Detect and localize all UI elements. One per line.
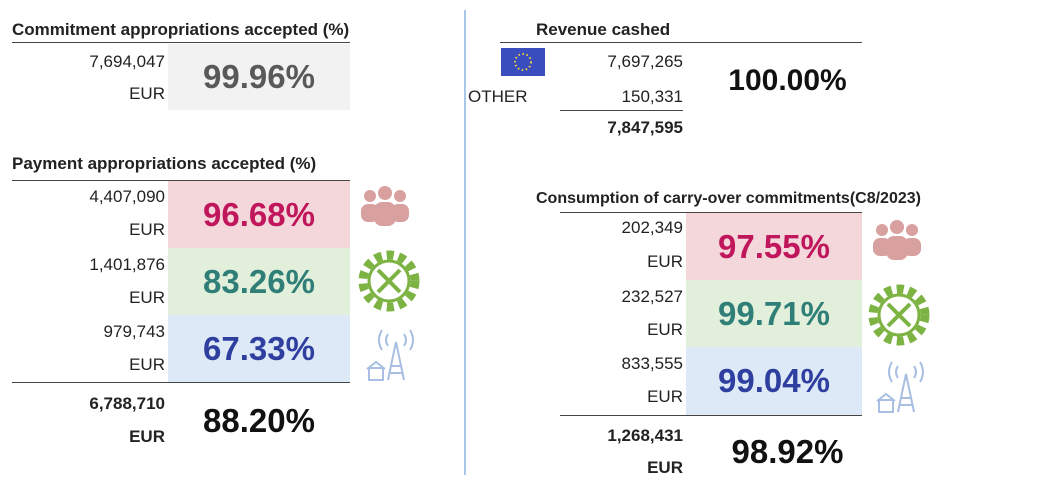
rule [500,42,862,43]
rule [560,212,862,213]
unit: EUR [129,220,165,239]
rule [12,42,350,43]
section-title: Consumption of carry-over commitments(C8… [536,190,921,207]
total-unit: EUR [129,427,165,446]
percent: 96.68% [168,181,350,248]
amount: 7,697,265 [607,52,683,71]
gear-icon [868,284,930,346]
total-amount: 1,268,431 [607,426,683,445]
label: OTHER [468,87,528,106]
percent: 97.55% [686,213,862,280]
total-percent: 98.92% [731,433,844,470]
antenna-icon [876,361,924,413]
eu-flag [501,48,545,76]
total-percent: 100.00% [728,64,847,97]
amount: 1,401,876 [89,255,165,274]
section-title: Revenue cashed [536,20,671,39]
percent: 83.26% [168,248,350,315]
unit: EUR [647,252,683,271]
total-percent: 88.20% [203,402,315,439]
amount: 4,407,090 [89,187,165,206]
total-amount: 7,847,595 [607,118,683,137]
percent: 67.33% [168,315,350,382]
divider [464,10,466,475]
gear-icon [358,250,420,312]
rule [560,110,683,111]
amount: 202,349 [621,218,683,237]
section-title: Payment appropriations accepted (%) [12,154,317,173]
section-title: Commitment appropriations accepted (%) [12,20,350,39]
rule [560,415,862,416]
amount: 150,331 [621,87,683,106]
percent: 99.71% [686,280,862,347]
total-amount: 6,788,710 [89,394,165,413]
rule [12,382,350,383]
amount: 232,527 [621,287,683,306]
percent: 99.04% [686,347,862,415]
antenna-icon [366,329,414,381]
unit: EUR [647,387,683,406]
amount: 979,743 [103,322,165,341]
rule [12,180,350,181]
percent: 99.96% [168,44,350,110]
unit: EUR [129,355,165,374]
people-icon [361,186,409,226]
total-unit: EUR [647,458,683,477]
unit: EUR [129,84,165,103]
amount: 7,694,047 [89,52,165,71]
unit: EUR [129,288,165,307]
amount: 833,555 [621,354,683,373]
unit: EUR [647,320,683,339]
people-icon [873,220,921,260]
